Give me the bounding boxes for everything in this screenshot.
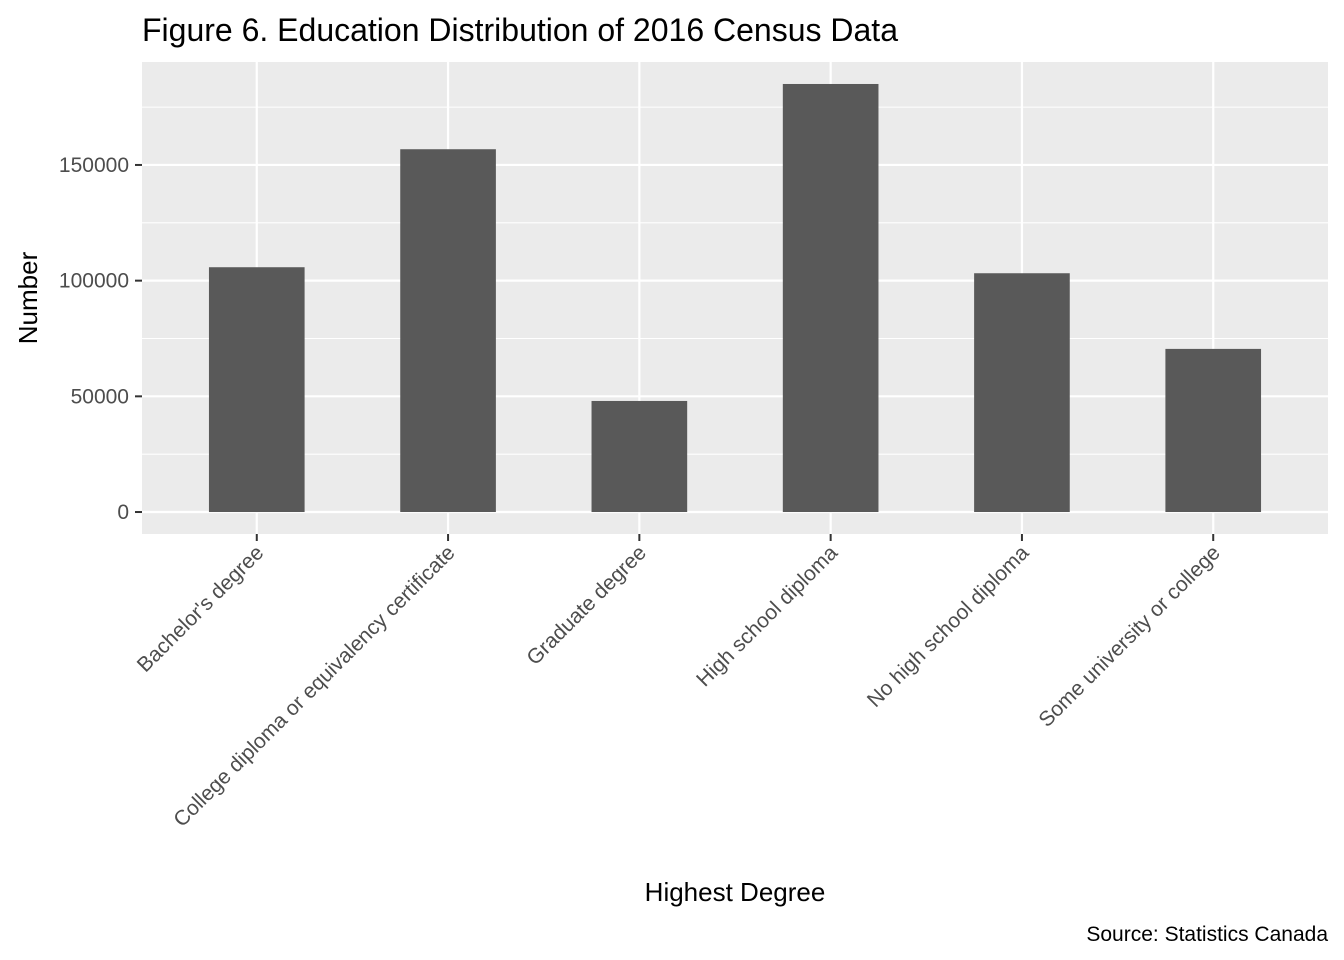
x-tick-label: High school diploma [692,541,842,691]
chart-title: Figure 6. Education Distribution of 2016… [142,12,898,48]
y-tick-label: 100000 [59,270,129,293]
bar [974,273,1070,513]
x-tick-label: Graduate degree [522,541,651,670]
x-tick-label: Some university or college [1034,541,1224,731]
y-axis-title: Number [13,251,43,344]
bar [400,149,496,513]
x-tick-label: No high school diploma [863,541,1034,712]
x-tick-label: Bachelor's degree [133,541,268,676]
bar [782,83,879,513]
y-axis: 0 50000 100000 150000 [59,154,142,524]
bars [208,83,1262,513]
y-tick-label: 150000 [59,154,129,177]
x-axis-title: Highest Degree [645,877,826,907]
bar [1165,348,1262,513]
bar [591,400,688,513]
bar [208,267,305,513]
plot-panel [142,62,1328,534]
y-tick-label: 50000 [71,385,129,408]
y-tick-label: 0 [117,501,129,524]
minor-gridlines [142,106,1328,455]
source-caption: Source: Statistics Canada [1086,923,1328,946]
